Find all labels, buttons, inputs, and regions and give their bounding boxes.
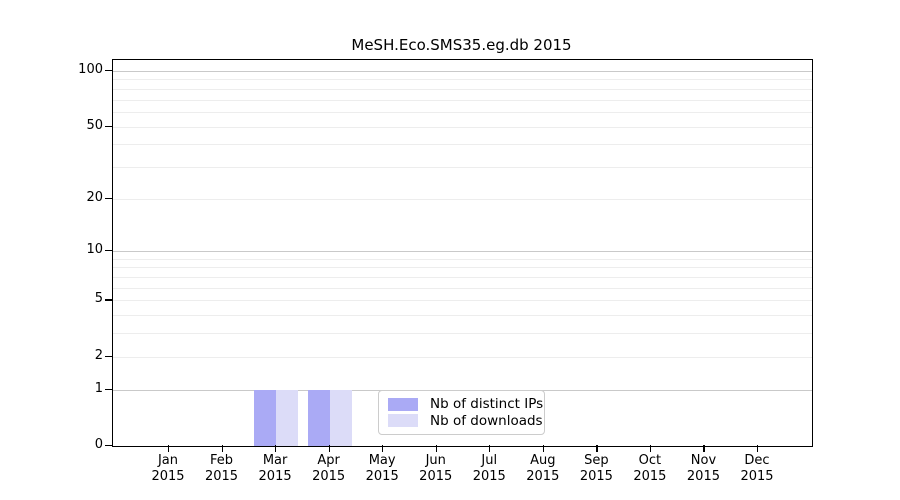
y-tick-label: 50 bbox=[86, 117, 103, 133]
grid-line-minor bbox=[113, 99, 812, 101]
y-tick-label: 0 bbox=[94, 437, 103, 452]
bar-downloads bbox=[329, 389, 352, 446]
x-tick bbox=[435, 445, 437, 452]
y-tick-label: 5 bbox=[94, 291, 103, 307]
grid-line-minor bbox=[113, 198, 812, 200]
y-tick-label: 1 bbox=[94, 380, 103, 396]
bar-distinct-ips bbox=[254, 389, 277, 446]
x-tick-label: Nov 2015 bbox=[686, 453, 720, 484]
grid-line-minor bbox=[113, 88, 812, 90]
y-tick-label: 10 bbox=[86, 242, 103, 258]
x-tick-label: Apr 2015 bbox=[312, 453, 346, 484]
grid-line-minor bbox=[113, 287, 812, 289]
grid-line-major bbox=[113, 251, 812, 253]
x-tick bbox=[168, 445, 170, 452]
grid-line-minor bbox=[113, 277, 812, 279]
grid-line-minor bbox=[113, 267, 812, 269]
y-tick bbox=[105, 197, 112, 199]
legend-swatch bbox=[388, 397, 418, 411]
grid-line-major bbox=[113, 71, 812, 72]
x-tick-label: Jan 2015 bbox=[151, 453, 185, 484]
x-tick-label: Oct 2015 bbox=[633, 453, 667, 484]
grid-line-minor bbox=[113, 300, 812, 302]
grid-line-minor bbox=[113, 356, 812, 358]
x-tick-label: May 2015 bbox=[365, 453, 399, 484]
x-tick-label: Mar 2015 bbox=[258, 453, 292, 484]
y-tick bbox=[105, 125, 112, 127]
x-tick-label: Jun 2015 bbox=[419, 453, 453, 484]
x-tick bbox=[649, 445, 652, 452]
bar-distinct-ips bbox=[307, 389, 330, 446]
legend-swatch bbox=[388, 414, 418, 428]
grid-line-minor bbox=[113, 166, 812, 168]
x-tick bbox=[489, 445, 491, 452]
x-tick bbox=[757, 445, 759, 452]
x-tick bbox=[542, 445, 544, 452]
x-tick bbox=[328, 445, 330, 452]
y-tick-label: 100 bbox=[78, 62, 103, 77]
x-tick bbox=[221, 445, 223, 452]
x-tick-label: Sep 2015 bbox=[579, 453, 613, 484]
grid-line-minor bbox=[113, 111, 812, 113]
grid-line-minor bbox=[113, 258, 812, 260]
legend-item: Nb of distinct IPs bbox=[388, 396, 543, 412]
x-tick bbox=[382, 445, 384, 452]
y-tick bbox=[105, 299, 112, 301]
x-tick-label: Aug 2015 bbox=[526, 453, 560, 484]
x-tick-label: Dec 2015 bbox=[740, 453, 774, 484]
y-tick bbox=[105, 70, 112, 72]
x-tick-label: Feb 2015 bbox=[204, 453, 239, 484]
x-tick bbox=[703, 445, 705, 452]
y-tick-label: 2 bbox=[94, 347, 103, 363]
grid-line-minor bbox=[113, 315, 812, 317]
grid-line-minor bbox=[113, 144, 812, 146]
x-tick-label: Jul 2015 bbox=[472, 453, 506, 484]
y-tick-label: 20 bbox=[86, 189, 103, 205]
x-tick bbox=[596, 445, 598, 452]
grid-line-minor bbox=[113, 126, 812, 128]
grid-line-minor bbox=[113, 333, 812, 335]
legend-label: Nb of distinct IPs bbox=[430, 396, 544, 413]
bar-downloads bbox=[276, 389, 299, 446]
chart-title: MeSH.Eco.SMS35.eg.db 2015 bbox=[351, 36, 572, 54]
y-tick bbox=[105, 250, 112, 252]
plot-area bbox=[112, 59, 813, 447]
y-tick bbox=[105, 445, 112, 447]
legend-item: Nb of downloads bbox=[388, 413, 543, 429]
grid-line-minor bbox=[113, 79, 812, 81]
legend-label: Nb of downloads bbox=[430, 412, 543, 429]
y-tick bbox=[105, 388, 112, 390]
legend: Nb of distinct IPs Nb of downloads bbox=[378, 390, 545, 435]
x-tick bbox=[275, 445, 277, 452]
y-tick bbox=[105, 355, 112, 357]
